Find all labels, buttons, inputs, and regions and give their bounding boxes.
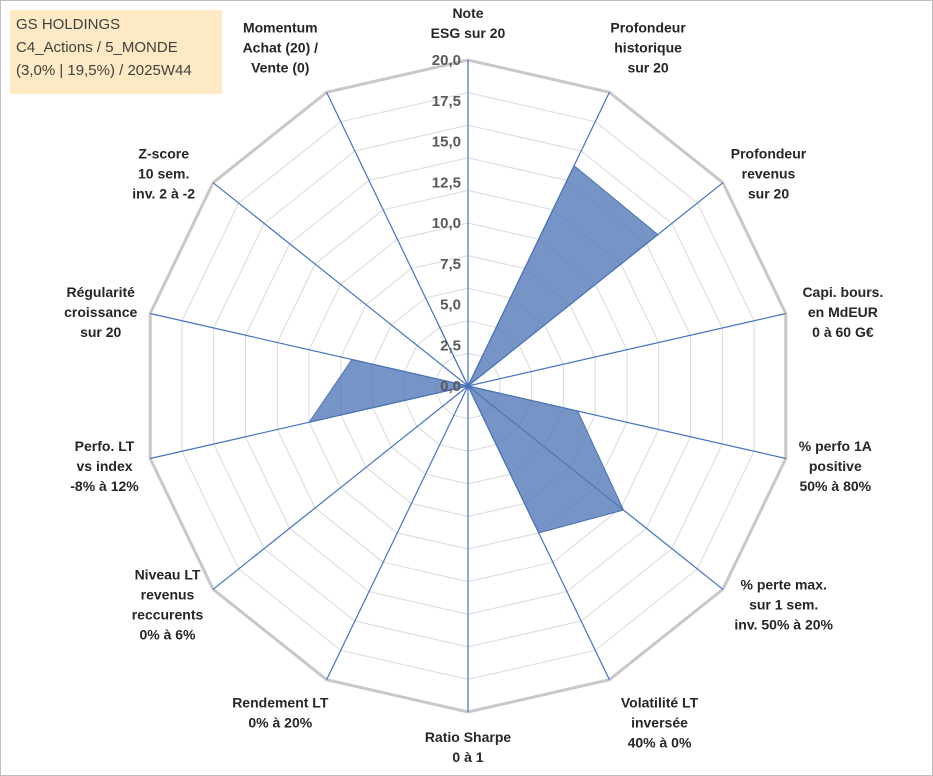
axis-label: Niveau LT revenus reccurents 0% à 6% xyxy=(132,567,204,643)
axis-labels: Note ESG sur 20 Profondeur historique sur 20… xyxy=(64,5,883,765)
axis-label-line: Note xyxy=(452,5,483,21)
axis-spoke xyxy=(326,385,469,680)
axis-label-line: ESG sur 20 xyxy=(431,25,506,41)
axis-label-line: revenus xyxy=(141,587,195,603)
axis-label-line: 0% à 6% xyxy=(139,627,196,643)
axis-label-line: Capi. bours. xyxy=(802,284,883,300)
axis-label: Capi. bours. en MdEUR 0 à 60 G€ xyxy=(802,284,883,340)
axis-label-line: Ratio Sharpe xyxy=(425,729,512,745)
axis-label-line: 50% à 80% xyxy=(799,478,871,494)
tick-label: 20,0 xyxy=(432,52,461,69)
radial-tick-labels: 0,0 2,5 5,0 7,5 10,0 12,5 15,0 17,5 20,0 xyxy=(432,52,461,395)
axis-label: Z-score 10 sem. inv. 2 à -2 xyxy=(132,145,195,201)
tick-label: 5,0 xyxy=(440,297,461,314)
axis-label-line: sur 1 sem. xyxy=(749,597,818,613)
tick-label: 7,5 xyxy=(440,256,461,273)
axis-label-line: % perte max. xyxy=(741,577,827,593)
tick-label: 15,0 xyxy=(432,134,461,151)
axis-label: Profondeur historique sur 20 xyxy=(610,19,686,75)
axis-label-line: Achat (20) / xyxy=(243,39,319,55)
axis-label-line: inv. 2 à -2 xyxy=(132,185,195,201)
axis-spoke xyxy=(212,385,469,590)
series-area xyxy=(307,164,659,534)
axis-label: % perfo 1A positive 50% à 80% xyxy=(799,438,872,494)
axis-label-line: 0% à 20% xyxy=(248,715,312,731)
axis-label: Profondeur revenus sur 20 xyxy=(731,145,807,201)
axis-label-line: Profondeur xyxy=(610,19,686,35)
axis-label-line: Momentum xyxy=(243,19,318,35)
axis-label-line: Perfo. LT xyxy=(75,438,135,454)
axis-label-line: -8% à 12% xyxy=(70,478,139,494)
axis-spoke xyxy=(212,182,469,387)
axis-label-line: Rendement LT xyxy=(232,695,329,711)
tick-label: 17,5 xyxy=(432,93,461,110)
axis-label-line: en MdEUR xyxy=(808,304,878,320)
axis-label: Ratio Sharpe 0 à 1 xyxy=(425,729,512,765)
tick-label: 2,5 xyxy=(440,337,461,354)
axis-label-line: Niveau LT xyxy=(135,567,201,583)
score-period: (3,0% | 19,5%) / 2025W44 xyxy=(16,62,192,79)
axis-spoke xyxy=(467,312,786,387)
axis-label-line: 0 à 60 G€ xyxy=(812,324,874,340)
axis-label-line: croissance xyxy=(64,304,137,320)
axis-label-line: inversée xyxy=(631,715,688,731)
axis-label-line: Volatilité LT xyxy=(621,695,699,711)
axis-label-line: Z-score xyxy=(138,145,189,161)
axis-label-line: 0 à 1 xyxy=(452,749,483,765)
axis-label-line: Régularité xyxy=(66,284,135,300)
chart-title-box: GS HOLDINGS C4_Actions / 5_MONDE (3,0% |… xyxy=(10,10,222,94)
axis-label: % perte max. sur 1 sem. inv. 50% à 20% xyxy=(734,577,833,633)
axis-label-line: % perfo 1A xyxy=(799,438,872,454)
axis-label: Perfo. LT vs index -8% à 12% xyxy=(70,438,139,494)
company-name: GS HOLDINGS xyxy=(16,16,121,33)
axis-label-line: Vente (0) xyxy=(251,59,309,75)
axis-label-line: sur 20 xyxy=(748,185,789,201)
axis-label-line: historique xyxy=(614,39,682,55)
tick-label: 0,0 xyxy=(440,378,461,395)
tick-label: 10,0 xyxy=(432,215,461,232)
axis-label: Volatilité LT inversée 40% à 0% xyxy=(621,695,699,751)
radar-series xyxy=(307,164,659,534)
axis-label: Momentum Achat (20) / Vente (0) xyxy=(243,19,319,75)
portfolio-category: C4_Actions / 5_MONDE xyxy=(16,39,178,56)
axis-label-line: inv. 50% à 20% xyxy=(734,617,833,633)
axis-label-line: sur 20 xyxy=(627,59,668,75)
axis-label: Note ESG sur 20 xyxy=(431,5,506,41)
axis-label: Régularité croissance sur 20 xyxy=(64,284,137,340)
axis-label-line: revenus xyxy=(742,165,796,181)
tick-label: 12,5 xyxy=(432,174,461,191)
axis-label-line: reccurents xyxy=(132,607,204,623)
axis-label-line: 40% à 0% xyxy=(628,735,692,751)
axis-label-line: positive xyxy=(809,458,862,474)
axis-label-line: sur 20 xyxy=(80,324,121,340)
axis-label-line: vs index xyxy=(76,458,132,474)
axis-label-line: Profondeur xyxy=(731,145,807,161)
axis-label-line: 10 sem. xyxy=(138,165,189,181)
axis-label: Rendement LT 0% à 20% xyxy=(232,695,329,731)
